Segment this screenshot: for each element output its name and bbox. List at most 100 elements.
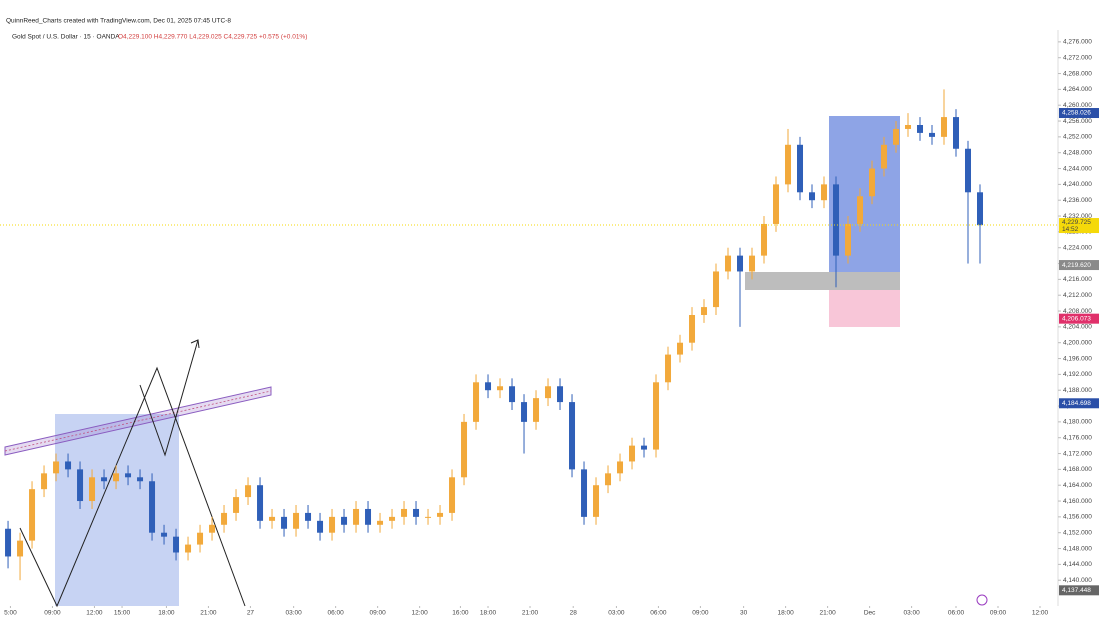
candle-body xyxy=(293,512,300,529)
candle-body xyxy=(113,473,120,482)
candle-body xyxy=(353,508,360,525)
candle-body xyxy=(941,117,948,137)
candle-body xyxy=(101,477,108,482)
candle-body xyxy=(137,477,144,482)
price-tag-label: 4,258.026 xyxy=(1062,110,1091,117)
candle-body xyxy=(53,461,60,474)
candle-body xyxy=(881,144,888,169)
candle-body xyxy=(5,528,12,557)
x-tick-label: 18:00 xyxy=(480,610,497,617)
y-tick-label: 4,248.000 xyxy=(1063,149,1092,156)
candle-body xyxy=(893,128,900,145)
x-tick-label: 09:00 xyxy=(44,610,61,617)
x-tick-label: 09:00 xyxy=(369,610,386,617)
x-tick-label: 09:00 xyxy=(692,610,709,617)
x-tick-label: 30 xyxy=(740,610,748,617)
candle-body xyxy=(845,223,852,256)
y-tick-label: 4,224.000 xyxy=(1063,244,1092,251)
last-price-tag xyxy=(1059,218,1099,234)
candle-body xyxy=(857,196,864,224)
candle-body xyxy=(689,315,696,343)
candle-body xyxy=(173,536,180,553)
candle-body xyxy=(125,473,132,478)
drawings xyxy=(4,116,988,608)
candle-body xyxy=(365,508,372,525)
x-tick-label: 12:00 xyxy=(1032,610,1049,617)
y-tick-label: 4,252.000 xyxy=(1063,134,1092,141)
candle-body xyxy=(65,461,72,470)
candle-body xyxy=(761,223,768,256)
x-tick-label: 15:00 xyxy=(114,610,131,617)
price-tag-label: 4,184.698 xyxy=(1062,400,1091,407)
price-tag-label: 4,219.620 xyxy=(1062,262,1091,269)
price-tag xyxy=(1059,398,1099,409)
x-tick-label: 21:00 xyxy=(819,610,836,617)
candle-body xyxy=(725,255,732,272)
candle-body xyxy=(653,382,660,450)
y-tick-label: 4,256.000 xyxy=(1063,118,1092,125)
y-tick-label: 4,204.000 xyxy=(1063,324,1092,331)
candle-body xyxy=(77,469,84,502)
y-tick-label: 4,172.000 xyxy=(1063,450,1092,457)
projection xyxy=(139,339,199,457)
y-tick-label: 4,260.000 xyxy=(1063,102,1092,109)
y-tick-label: 4,240.000 xyxy=(1063,181,1092,188)
y-tick-label: 4,164.000 xyxy=(1063,482,1092,489)
candle-body xyxy=(521,402,528,422)
x-tick-label: 18:00 xyxy=(158,610,175,617)
candle-body xyxy=(197,532,204,545)
y-tick-label: 4,176.000 xyxy=(1063,434,1092,441)
candle-body xyxy=(257,485,264,521)
candle-body xyxy=(185,544,192,553)
candle-body xyxy=(281,516,288,529)
zigzag xyxy=(19,366,246,608)
y-tick-label: 4,196.000 xyxy=(1063,355,1092,362)
candle-body xyxy=(785,144,792,185)
y-tick-label: 4,232.000 xyxy=(1063,213,1092,220)
candle-body xyxy=(869,168,876,197)
candle-body xyxy=(17,540,24,557)
x-tick-label: 27 xyxy=(247,610,255,617)
y-tick-label: 4,264.000 xyxy=(1063,86,1092,93)
x-tick-label: 12:00 xyxy=(86,610,103,617)
y-tick-label: 4,148.000 xyxy=(1063,545,1092,552)
candle-body xyxy=(221,512,228,525)
candle-body xyxy=(701,307,708,315)
candle-body xyxy=(41,473,48,490)
y-tick-label: 4,192.000 xyxy=(1063,371,1092,378)
candle-body xyxy=(773,184,780,224)
y-tick-label: 4,216.000 xyxy=(1063,276,1092,283)
x-tick-label: 28 xyxy=(570,610,578,617)
candle-body xyxy=(317,520,324,533)
y-tick-label: 4,272.000 xyxy=(1063,54,1092,61)
y-tick-label: 4,244.000 xyxy=(1063,165,1092,172)
candle-body xyxy=(953,117,960,149)
entry-box xyxy=(745,272,900,290)
channel-mid xyxy=(4,390,272,452)
candle-body xyxy=(917,125,924,133)
y-tick-label: 4,200.000 xyxy=(1063,339,1092,346)
candle-body xyxy=(509,386,516,403)
candle-body xyxy=(557,386,564,403)
candle-body xyxy=(821,184,828,201)
candle-body xyxy=(749,255,756,272)
candle-body xyxy=(617,461,624,474)
x-tick-label: 03:00 xyxy=(608,610,625,617)
arrow-head xyxy=(190,339,200,349)
x-tick-label: 16:00 xyxy=(452,610,469,617)
x-tick-label: 09:00 xyxy=(990,610,1007,617)
target-box xyxy=(829,116,900,272)
price-tag xyxy=(1059,313,1099,324)
credit: QuinnReed_Charts created with TradingVie… xyxy=(6,18,231,25)
candle-body xyxy=(209,524,216,533)
x-tick-label: 06:00 xyxy=(948,610,965,617)
countdown: 14:52 xyxy=(1062,226,1079,233)
price-tag-label: 4,137.448 xyxy=(1062,587,1091,594)
candle-body xyxy=(161,532,168,537)
candle-body xyxy=(929,132,936,137)
candle-body xyxy=(389,516,396,521)
y-tick-label: 4,212.000 xyxy=(1063,292,1092,299)
y-tick-label: 4,156.000 xyxy=(1063,514,1092,521)
